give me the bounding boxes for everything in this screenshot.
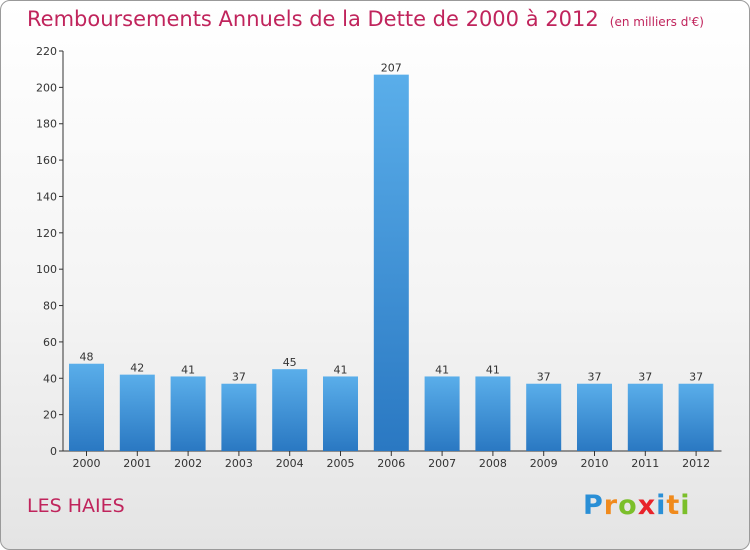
data-label: 37 [689, 371, 703, 384]
x-tick-label: 2003 [225, 457, 253, 470]
data-label: 48 [80, 351, 94, 364]
bars [69, 74, 714, 452]
bar [170, 376, 206, 451]
x-tick-label: 2005 [327, 457, 355, 470]
y-tick-label: 20 [43, 409, 57, 422]
commune-name: LES HAIES [27, 495, 125, 517]
x-tick-label: 2004 [276, 457, 304, 470]
data-label: 41 [435, 363, 449, 376]
data-label: 37 [232, 371, 246, 384]
y-tick-label: 80 [43, 300, 57, 313]
data-label: 41 [181, 363, 195, 376]
bar [69, 363, 104, 451]
y-tick-label: 180 [36, 118, 57, 131]
bar [323, 376, 358, 451]
bar [526, 383, 562, 451]
bar [119, 374, 155, 451]
x-tick-label: 2012 [682, 457, 710, 470]
y-tick-label: 60 [43, 336, 57, 349]
logo-letter: t [666, 490, 681, 521]
labels: 0 20 40 60 80 100 120 140 160 180 200 220 2000 48 2001… [36, 45, 710, 470]
logo-letter: i [656, 490, 667, 521]
data-label: 37 [588, 371, 602, 384]
data-label: 207 [381, 62, 402, 75]
title-row: Remboursements Annuels de la Dette de 20… [27, 7, 704, 31]
x-tick-label: 2010 [581, 457, 609, 470]
x-tick-label: 2009 [530, 457, 558, 470]
bar [627, 383, 663, 451]
chart-unit: (en milliers d'€) [609, 15, 704, 29]
x-tick-label: 2002 [174, 457, 202, 470]
logo-letter: i [680, 490, 691, 521]
x-tick-label: 2000 [73, 457, 101, 470]
logo-letter: x [637, 490, 657, 521]
x-tick-label: 2011 [631, 457, 659, 470]
data-label: 42 [130, 362, 144, 375]
data-label: 37 [638, 371, 652, 384]
proxiti-logo[interactable]: Proxiti [583, 490, 691, 521]
data-label: 41 [334, 363, 348, 376]
y-tick-label: 220 [36, 45, 57, 58]
bar [577, 383, 612, 451]
y-tick-label: 120 [36, 227, 57, 240]
data-label: 45 [283, 356, 297, 369]
data-label: 37 [537, 371, 551, 384]
bar [475, 376, 511, 451]
y-tick-label: 100 [36, 263, 57, 276]
y-tick-label: 200 [36, 81, 57, 94]
y-tick-label: 140 [36, 190, 57, 203]
x-tick-label: 2007 [428, 457, 456, 470]
x-tick-label: 2008 [479, 457, 507, 470]
chart-title: Remboursements Annuels de la Dette de 20… [27, 7, 599, 31]
y-tick-label: 160 [36, 154, 57, 167]
data-label: 41 [486, 363, 500, 376]
bar [272, 369, 308, 451]
y-tick-label: 40 [43, 372, 57, 385]
y-tick-label: 0 [50, 445, 57, 458]
x-tick-label: 2001 [123, 457, 151, 470]
logo-letter: r [603, 490, 619, 521]
logo-letter: o [618, 490, 638, 521]
bar [221, 383, 257, 451]
bar [373, 74, 409, 452]
bar [424, 376, 460, 451]
bar [678, 383, 714, 451]
logo-letter: P [583, 490, 604, 521]
x-tick-label: 2006 [377, 457, 405, 470]
